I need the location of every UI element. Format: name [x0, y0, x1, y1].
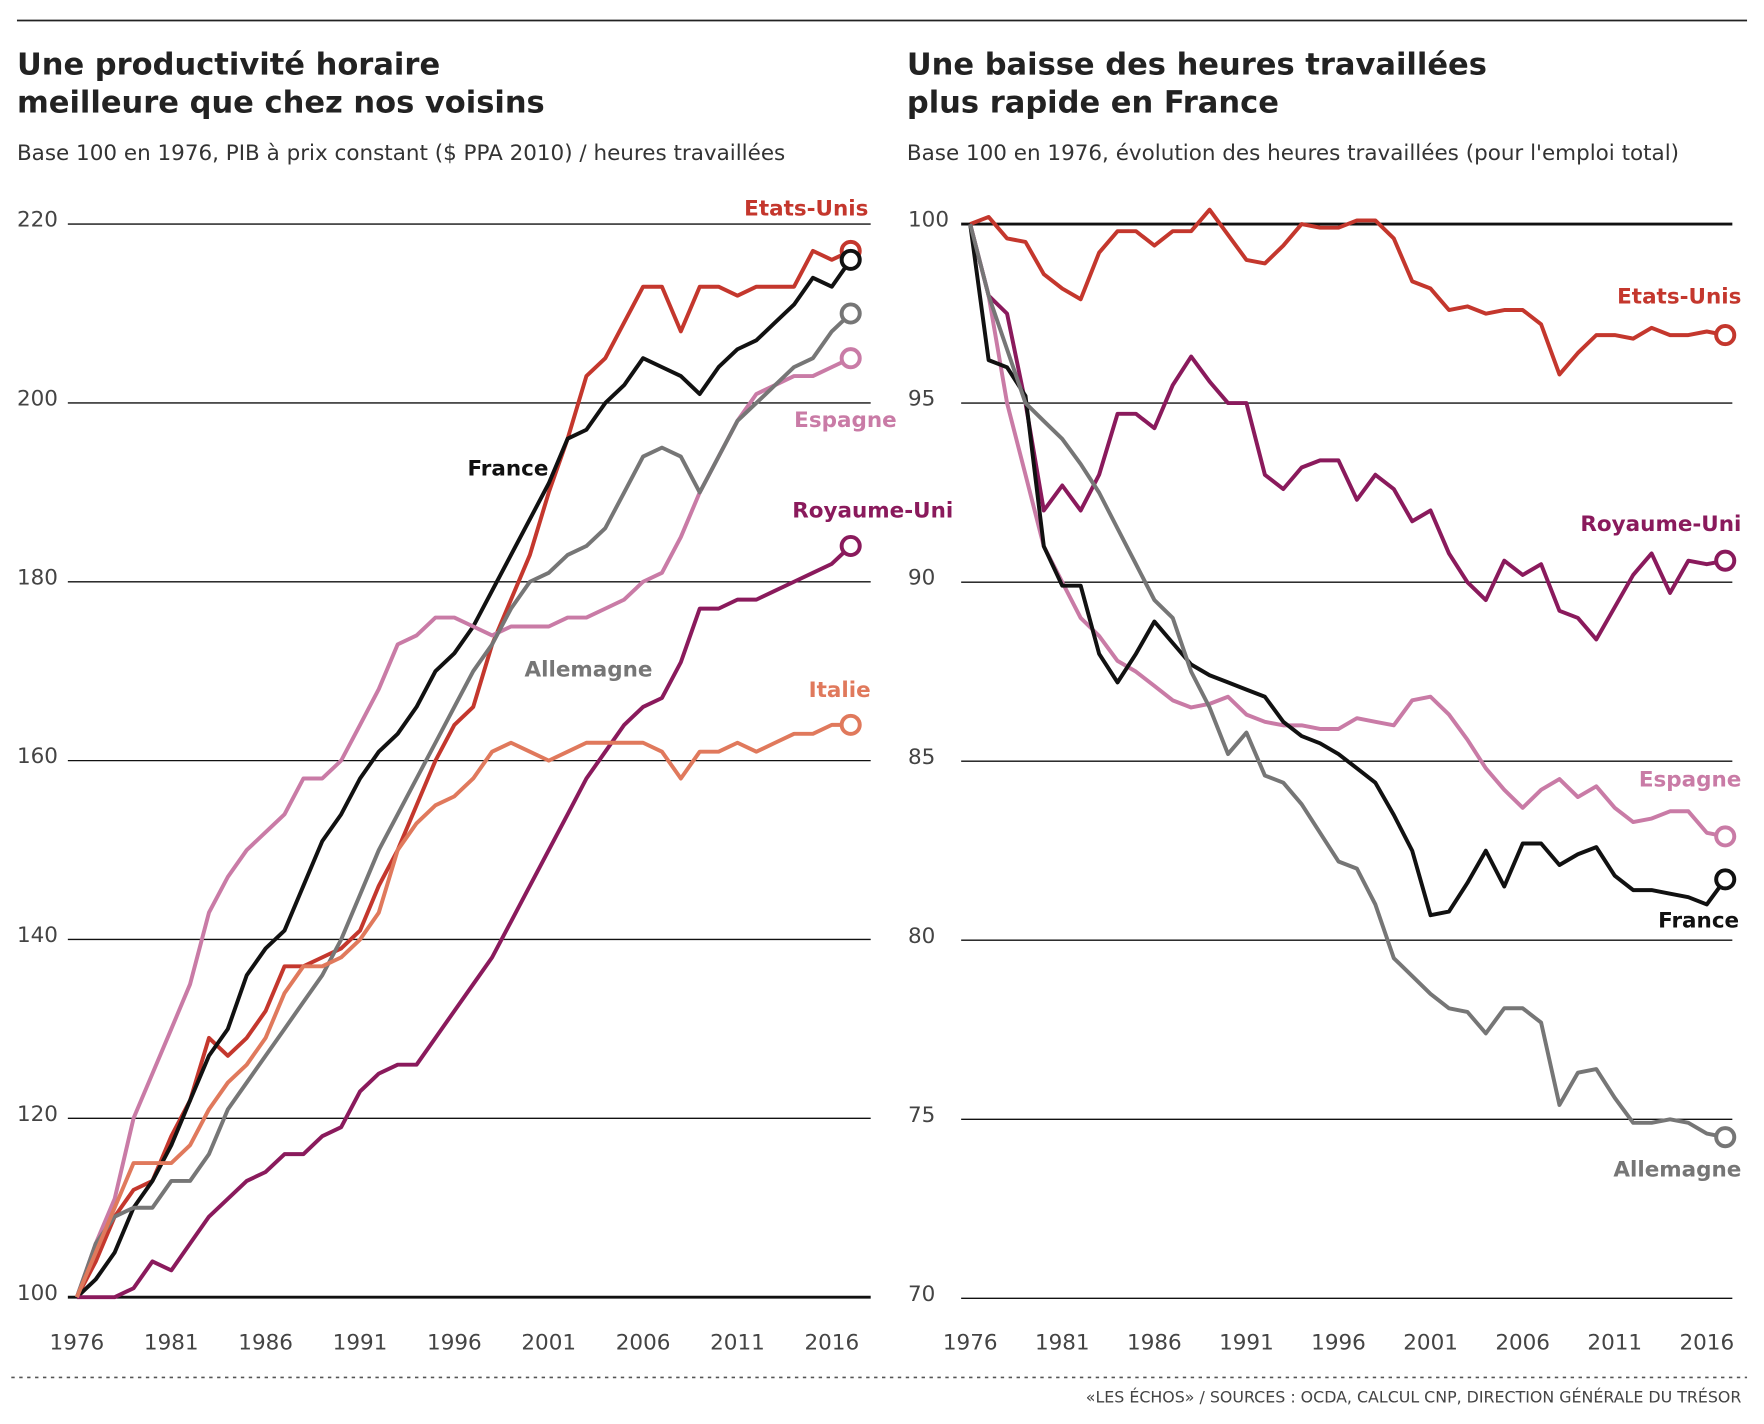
y-tick-label: 120 — [17, 1102, 58, 1127]
y-tick-label: 85 — [908, 745, 935, 770]
x-tick-label: 2016 — [804, 1331, 859, 1356]
y-tick-label: 80 — [908, 924, 935, 949]
end-marker — [1714, 825, 1737, 848]
series-label: Italie — [809, 678, 871, 703]
series-label: Allemagne — [524, 658, 652, 683]
x-tick-label: 1986 — [1127, 1331, 1182, 1356]
y-tick-label: 200 — [17, 387, 58, 412]
series-line — [968, 223, 1726, 1140]
x-tick-label: 2016 — [1679, 1331, 1734, 1356]
end-marker — [839, 713, 862, 736]
series-label: France — [1658, 909, 1739, 934]
y-tick-label: 100 — [908, 208, 949, 233]
x-tick-label: 1981 — [144, 1331, 199, 1356]
x-tick-label: 2001 — [1403, 1331, 1458, 1356]
end-marker — [839, 534, 862, 558]
end-marker — [1714, 1126, 1737, 1149]
series-label: Etats-Unis — [744, 196, 868, 221]
series-label: Allemagne — [1613, 1158, 1741, 1183]
end-marker — [839, 248, 862, 271]
series-label: Etats-Unis — [1617, 285, 1741, 310]
chart-title: Une productivité horaire — [17, 47, 440, 82]
y-tick-label: 220 — [17, 208, 58, 233]
series-line — [75, 258, 853, 1299]
end-marker — [1714, 868, 1737, 891]
series-label: Royaume-Uni — [792, 498, 953, 523]
y-tick-label: 160 — [17, 744, 58, 769]
x-tick-label: 2011 — [710, 1331, 765, 1356]
series-line — [75, 722, 851, 1298]
y-tick-label: 180 — [17, 565, 58, 590]
chart-subtitle: Base 100 en 1976, PIB à prix constant ($… — [17, 141, 785, 166]
series-line — [75, 248, 852, 1299]
series-line — [968, 223, 1727, 918]
x-tick-label: 2011 — [1587, 1331, 1642, 1356]
y-tick-label: 90 — [908, 566, 935, 591]
x-tick-label: 2001 — [521, 1331, 576, 1356]
y-tick-label: 100 — [17, 1281, 58, 1306]
x-tick-label: 1996 — [427, 1331, 482, 1356]
chart-title: meilleure que chez nos voisins — [17, 86, 545, 121]
chart-title: Une baisse des heures travaillées — [907, 47, 1487, 82]
series-label: Espagne — [1639, 767, 1742, 792]
series-label: Espagne — [794, 408, 897, 433]
y-tick-label: 95 — [908, 387, 935, 412]
x-tick-label: 1996 — [1311, 1331, 1366, 1356]
chart-subtitle: Base 100 en 1976, évolution des heures t… — [907, 141, 1679, 166]
x-tick-label: 1976 — [50, 1331, 105, 1356]
end-marker — [1714, 324, 1737, 347]
y-tick-label: 140 — [17, 923, 58, 948]
x-tick-label: 1981 — [1035, 1331, 1090, 1356]
x-tick-label: 2006 — [616, 1331, 671, 1356]
y-tick-label: 75 — [908, 1103, 935, 1128]
series-label: Royaume-Uni — [1580, 512, 1741, 537]
source: «LES ÉCHOS» / SOURCES : OCDA, CALCUL CNP… — [1086, 1387, 1742, 1406]
chart-title: plus rapide en France — [907, 86, 1279, 121]
end-marker — [839, 302, 862, 325]
x-tick-label: 1976 — [943, 1331, 998, 1356]
x-tick-label: 2006 — [1495, 1331, 1550, 1356]
series-line — [76, 544, 853, 1300]
series-line — [75, 312, 853, 1298]
series-line — [969, 207, 1726, 377]
end-marker — [1714, 549, 1737, 572]
series-label: France — [467, 456, 548, 481]
series-line — [75, 356, 852, 1298]
series-line — [968, 223, 1726, 839]
x-tick-label: 1986 — [238, 1331, 293, 1356]
end-marker — [839, 347, 862, 370]
x-tick-label: 1991 — [333, 1331, 388, 1356]
series-line — [968, 223, 1726, 642]
y-tick-label: 70 — [908, 1282, 935, 1307]
x-tick-label: 1991 — [1219, 1331, 1274, 1356]
